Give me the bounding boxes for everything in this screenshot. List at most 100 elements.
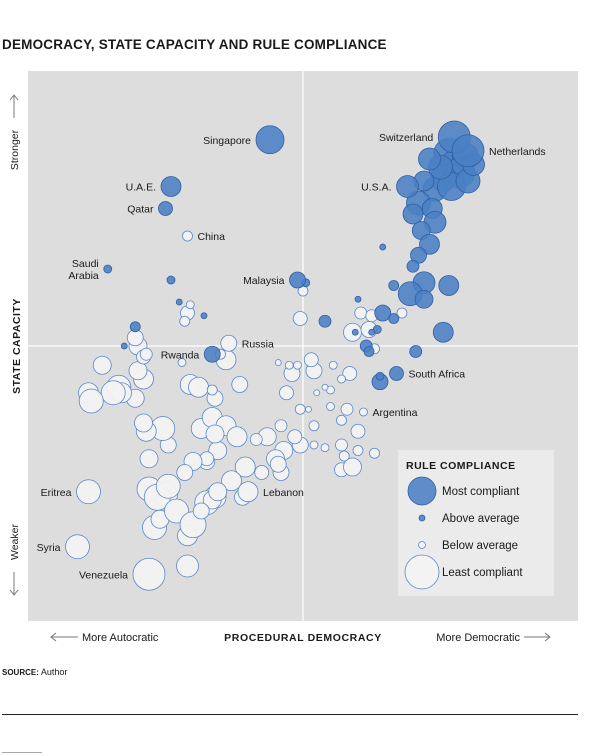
label-netherlands: Netherlands — [489, 146, 546, 158]
footer-rule — [2, 714, 578, 715]
white-point — [139, 347, 153, 361]
country-point — [65, 534, 90, 560]
white-point — [274, 419, 288, 433]
white-point — [192, 502, 210, 520]
country-point — [237, 481, 259, 503]
footer-stub — [2, 752, 42, 753]
white-point — [343, 457, 362, 477]
blue-point — [432, 321, 454, 343]
white-point — [249, 433, 263, 446]
white-point — [176, 554, 199, 578]
label-malaysia: Malaysia — [243, 275, 285, 287]
y-low-label: Weaker — [9, 524, 21, 560]
blue-point — [402, 203, 424, 225]
legend-marker — [418, 541, 426, 549]
blue-point — [200, 312, 208, 320]
white-point — [279, 385, 294, 401]
white-point — [308, 420, 320, 432]
white-point — [313, 389, 321, 397]
white-point — [226, 426, 248, 448]
country-point — [203, 345, 221, 363]
white-point — [176, 464, 194, 481]
country-point — [289, 271, 306, 289]
white-point — [185, 300, 195, 310]
white-point — [340, 402, 354, 416]
white-point — [205, 424, 225, 444]
legend-title: RULE COMPLIANCE — [406, 460, 516, 472]
white-point — [155, 473, 181, 499]
blue-point — [375, 371, 385, 381]
white-point — [352, 445, 364, 456]
legend-label: Least compliant — [442, 567, 523, 579]
label-syria: Syria — [37, 542, 61, 554]
label-russia: Russia — [242, 338, 274, 350]
blue-point — [388, 313, 400, 324]
blue-point — [388, 280, 400, 291]
x-arrow-right-icon — [524, 632, 551, 642]
label-lebanon: Lebanon — [263, 487, 304, 499]
white-point — [335, 438, 348, 452]
y-arrow-down-icon — [9, 572, 19, 596]
label-china: China — [198, 231, 226, 243]
white-point — [134, 413, 153, 433]
country-point — [132, 557, 166, 591]
white-point — [206, 384, 218, 396]
white-point — [321, 383, 329, 391]
country-point — [76, 479, 101, 505]
white-point — [254, 465, 270, 480]
white-point — [100, 380, 126, 406]
y-axis-title: STATE CAPACITY — [11, 298, 23, 394]
chart-svg: Singapore Switzerland Netherlands U.S.A. U.A… — [9, 71, 578, 644]
legend-marker — [418, 514, 426, 522]
blue-point — [379, 243, 387, 251]
white-point — [369, 447, 380, 459]
source-note: SOURCE: Author — [2, 667, 67, 677]
country-point — [451, 134, 485, 168]
white-point — [274, 359, 282, 366]
white-point — [92, 355, 112, 375]
white-point — [78, 388, 104, 414]
label-switzerland: Switzerland — [379, 132, 433, 144]
country-point — [160, 176, 182, 197]
white-point — [208, 482, 228, 502]
label-rwanda: Rwanda — [161, 349, 200, 361]
label-singapore: Singapore — [203, 135, 251, 147]
blue-point — [368, 328, 376, 336]
y-high-label: Stronger — [9, 129, 21, 170]
label-argentina: Argentina — [373, 407, 418, 419]
legend-marker — [404, 554, 440, 590]
country-point — [255, 125, 285, 155]
country-point — [158, 201, 173, 216]
label-eritrea: Eritrea — [41, 487, 72, 499]
blue-point — [363, 346, 375, 357]
y-arrow-up-icon — [9, 94, 19, 118]
x-axis-title: PROCEDURAL DEMOCRACY — [224, 632, 382, 644]
chart-title: DEMOCRACY, STATE CAPACITY AND RULE COMPL… — [2, 37, 387, 52]
blue-point — [318, 314, 332, 328]
source-label: SOURCE: — [2, 668, 39, 677]
country-point — [359, 407, 368, 417]
label-u-a-e-: U.A.E. — [126, 182, 156, 194]
white-point — [305, 405, 312, 413]
white-point — [350, 423, 366, 439]
blue-point — [409, 345, 423, 358]
blue-point — [414, 289, 434, 309]
source-text: Author — [40, 667, 68, 677]
label-saudi-arabia-line1: Saudi — [72, 258, 99, 270]
blue-point — [351, 328, 359, 336]
white-point — [293, 360, 302, 370]
legend-marker — [407, 476, 437, 506]
blue-point — [166, 275, 176, 285]
country-point — [103, 264, 113, 274]
white-point — [179, 315, 191, 327]
white-point — [309, 440, 319, 450]
blue-point — [438, 275, 460, 296]
white-point — [231, 376, 249, 393]
label-qatar: Qatar — [127, 204, 154, 216]
country-point — [396, 175, 419, 198]
white-point — [128, 361, 148, 381]
country-point — [182, 230, 193, 242]
white-point — [294, 403, 306, 415]
white-point — [328, 360, 338, 370]
country-point — [220, 334, 238, 352]
